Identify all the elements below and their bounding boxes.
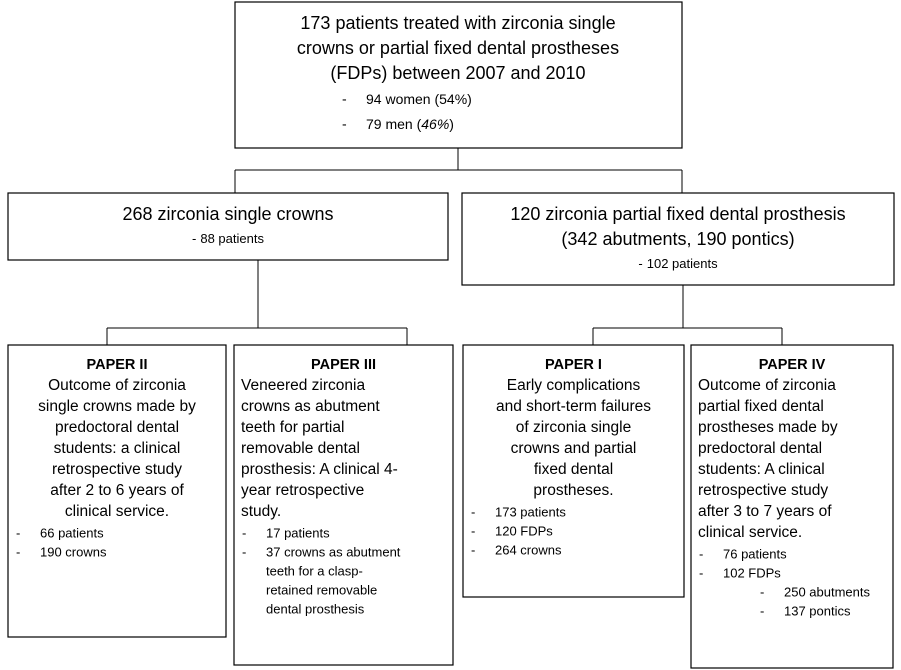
paper-line: students: A clinical <box>698 461 825 478</box>
paper-line: study. <box>241 503 281 520</box>
paper-heading: PAPER I <box>545 357 602 373</box>
bullet-text: 79 men (46%) <box>366 116 454 132</box>
group-title: 268 zirconia single crowns <box>122 204 333 224</box>
bullet-text: retained removable <box>266 582 377 597</box>
bullet-text: 76 patients <box>723 546 787 561</box>
bullet-marker: - <box>760 584 764 599</box>
paper-line: and short-term failures <box>496 398 651 415</box>
paper-line: crowns as abutment <box>241 398 380 415</box>
bullet-part: ) <box>449 116 454 132</box>
bullet-text: 66 patients <box>40 525 104 540</box>
paper-box <box>690 344 894 669</box>
bullet-marker: - <box>342 116 347 132</box>
bullet-text: 264 crowns <box>495 542 562 557</box>
paper-line: prostheses made by <box>698 419 838 436</box>
group-title: (342 abutments, 190 pontics) <box>561 229 794 249</box>
bullet-part: 94 women (54%) <box>366 91 472 107</box>
bullet-marker: - <box>471 504 475 519</box>
paper-line: clinical service. <box>698 524 802 541</box>
paper-heading: PAPER IV <box>759 357 826 373</box>
group-box <box>7 192 449 261</box>
bullet-text: 17 patients <box>266 525 330 540</box>
connector <box>592 285 783 345</box>
paper-box <box>233 344 454 666</box>
bullet-marker: - <box>699 546 703 561</box>
paper-box <box>7 344 227 638</box>
bullet-text: dental prosthesis <box>266 601 365 616</box>
bullet-marker: - <box>342 91 347 107</box>
paper-line: Veneered zirconia <box>241 377 365 394</box>
paper-line: of zirconia single <box>516 419 631 436</box>
paper-line: retrospective study <box>52 461 182 478</box>
bullet-text: 94 women (54%) <box>366 91 472 107</box>
paper-box <box>462 344 685 598</box>
bullet-marker: - <box>242 544 246 559</box>
group-bullet: -102 patients <box>638 256 718 271</box>
paper-line: teeth for partial <box>241 419 344 436</box>
paper-line: retrospective study <box>698 482 828 499</box>
top-line: (FDPs) between 2007 and 2010 <box>330 63 585 83</box>
sub-bullet-text: 250 abutments <box>784 584 871 599</box>
paper-line: Early complications <box>507 377 641 394</box>
paper-line: predoctoral dental <box>55 419 179 436</box>
bullet-text: 120 FDPs <box>495 523 553 538</box>
bullet-text: 37 crowns as abutment <box>266 544 401 559</box>
paper-line: students: a clinical <box>54 440 181 457</box>
paper-line: single crowns made by <box>38 398 196 415</box>
paper-line: crowns and partial <box>511 440 637 457</box>
paper-line: fixed dental <box>534 461 613 478</box>
paper-line: clinical service. <box>65 503 169 520</box>
paper-line: after 2 to 6 years of <box>50 482 184 499</box>
bullet-text: 190 crowns <box>40 544 107 559</box>
paper-line: Outcome of zirconia <box>698 377 836 394</box>
paper-heading: PAPER II <box>87 357 148 373</box>
bullet-marker: - <box>192 231 196 246</box>
bullet-part: 79 men ( <box>366 116 422 132</box>
sub-bullet-text: 137 pontics <box>784 603 851 618</box>
bullet-text: 102 patients <box>647 256 718 271</box>
bullet-text: teeth for a clasp- <box>266 563 363 578</box>
connector <box>234 148 683 193</box>
bullet-italic: 46% <box>421 116 449 132</box>
connector <box>106 260 408 345</box>
top-line: 173 patients treated with zirconia singl… <box>300 13 615 33</box>
bullet-text: 88 patients <box>200 231 264 246</box>
bullet-marker: - <box>16 525 20 540</box>
group-title: 120 zirconia partial fixed dental prosth… <box>510 204 845 224</box>
paper-line: prosthesis: A clinical 4- <box>241 461 398 478</box>
paper-line: prostheses. <box>533 482 613 499</box>
paper-heading: PAPER III <box>311 357 376 373</box>
group-bullet: -88 patients <box>192 231 264 246</box>
paper-line: after 3 to 7 years of <box>698 503 832 520</box>
paper-line: Outcome of zirconia <box>48 377 186 394</box>
bullet-text: 102 FDPs <box>723 565 781 580</box>
bullet-marker: - <box>471 523 475 538</box>
paper-line: year retrospective <box>241 482 364 499</box>
paper-line: predoctoral dental <box>698 440 822 457</box>
top-line: crowns or partial fixed dental prosthese… <box>297 38 619 58</box>
group-box <box>461 192 895 286</box>
bullet-marker: - <box>16 544 20 559</box>
bullet-marker: - <box>699 565 703 580</box>
bullet-marker: - <box>242 525 246 540</box>
top-box <box>234 1 683 149</box>
paper-line: partial fixed dental <box>698 398 824 415</box>
bullet-text: 173 patients <box>495 504 566 519</box>
paper-line: removable dental <box>241 440 360 457</box>
bullet-marker: - <box>760 603 764 618</box>
bullet-marker: - <box>471 542 475 557</box>
bullet-marker: - <box>638 256 642 271</box>
